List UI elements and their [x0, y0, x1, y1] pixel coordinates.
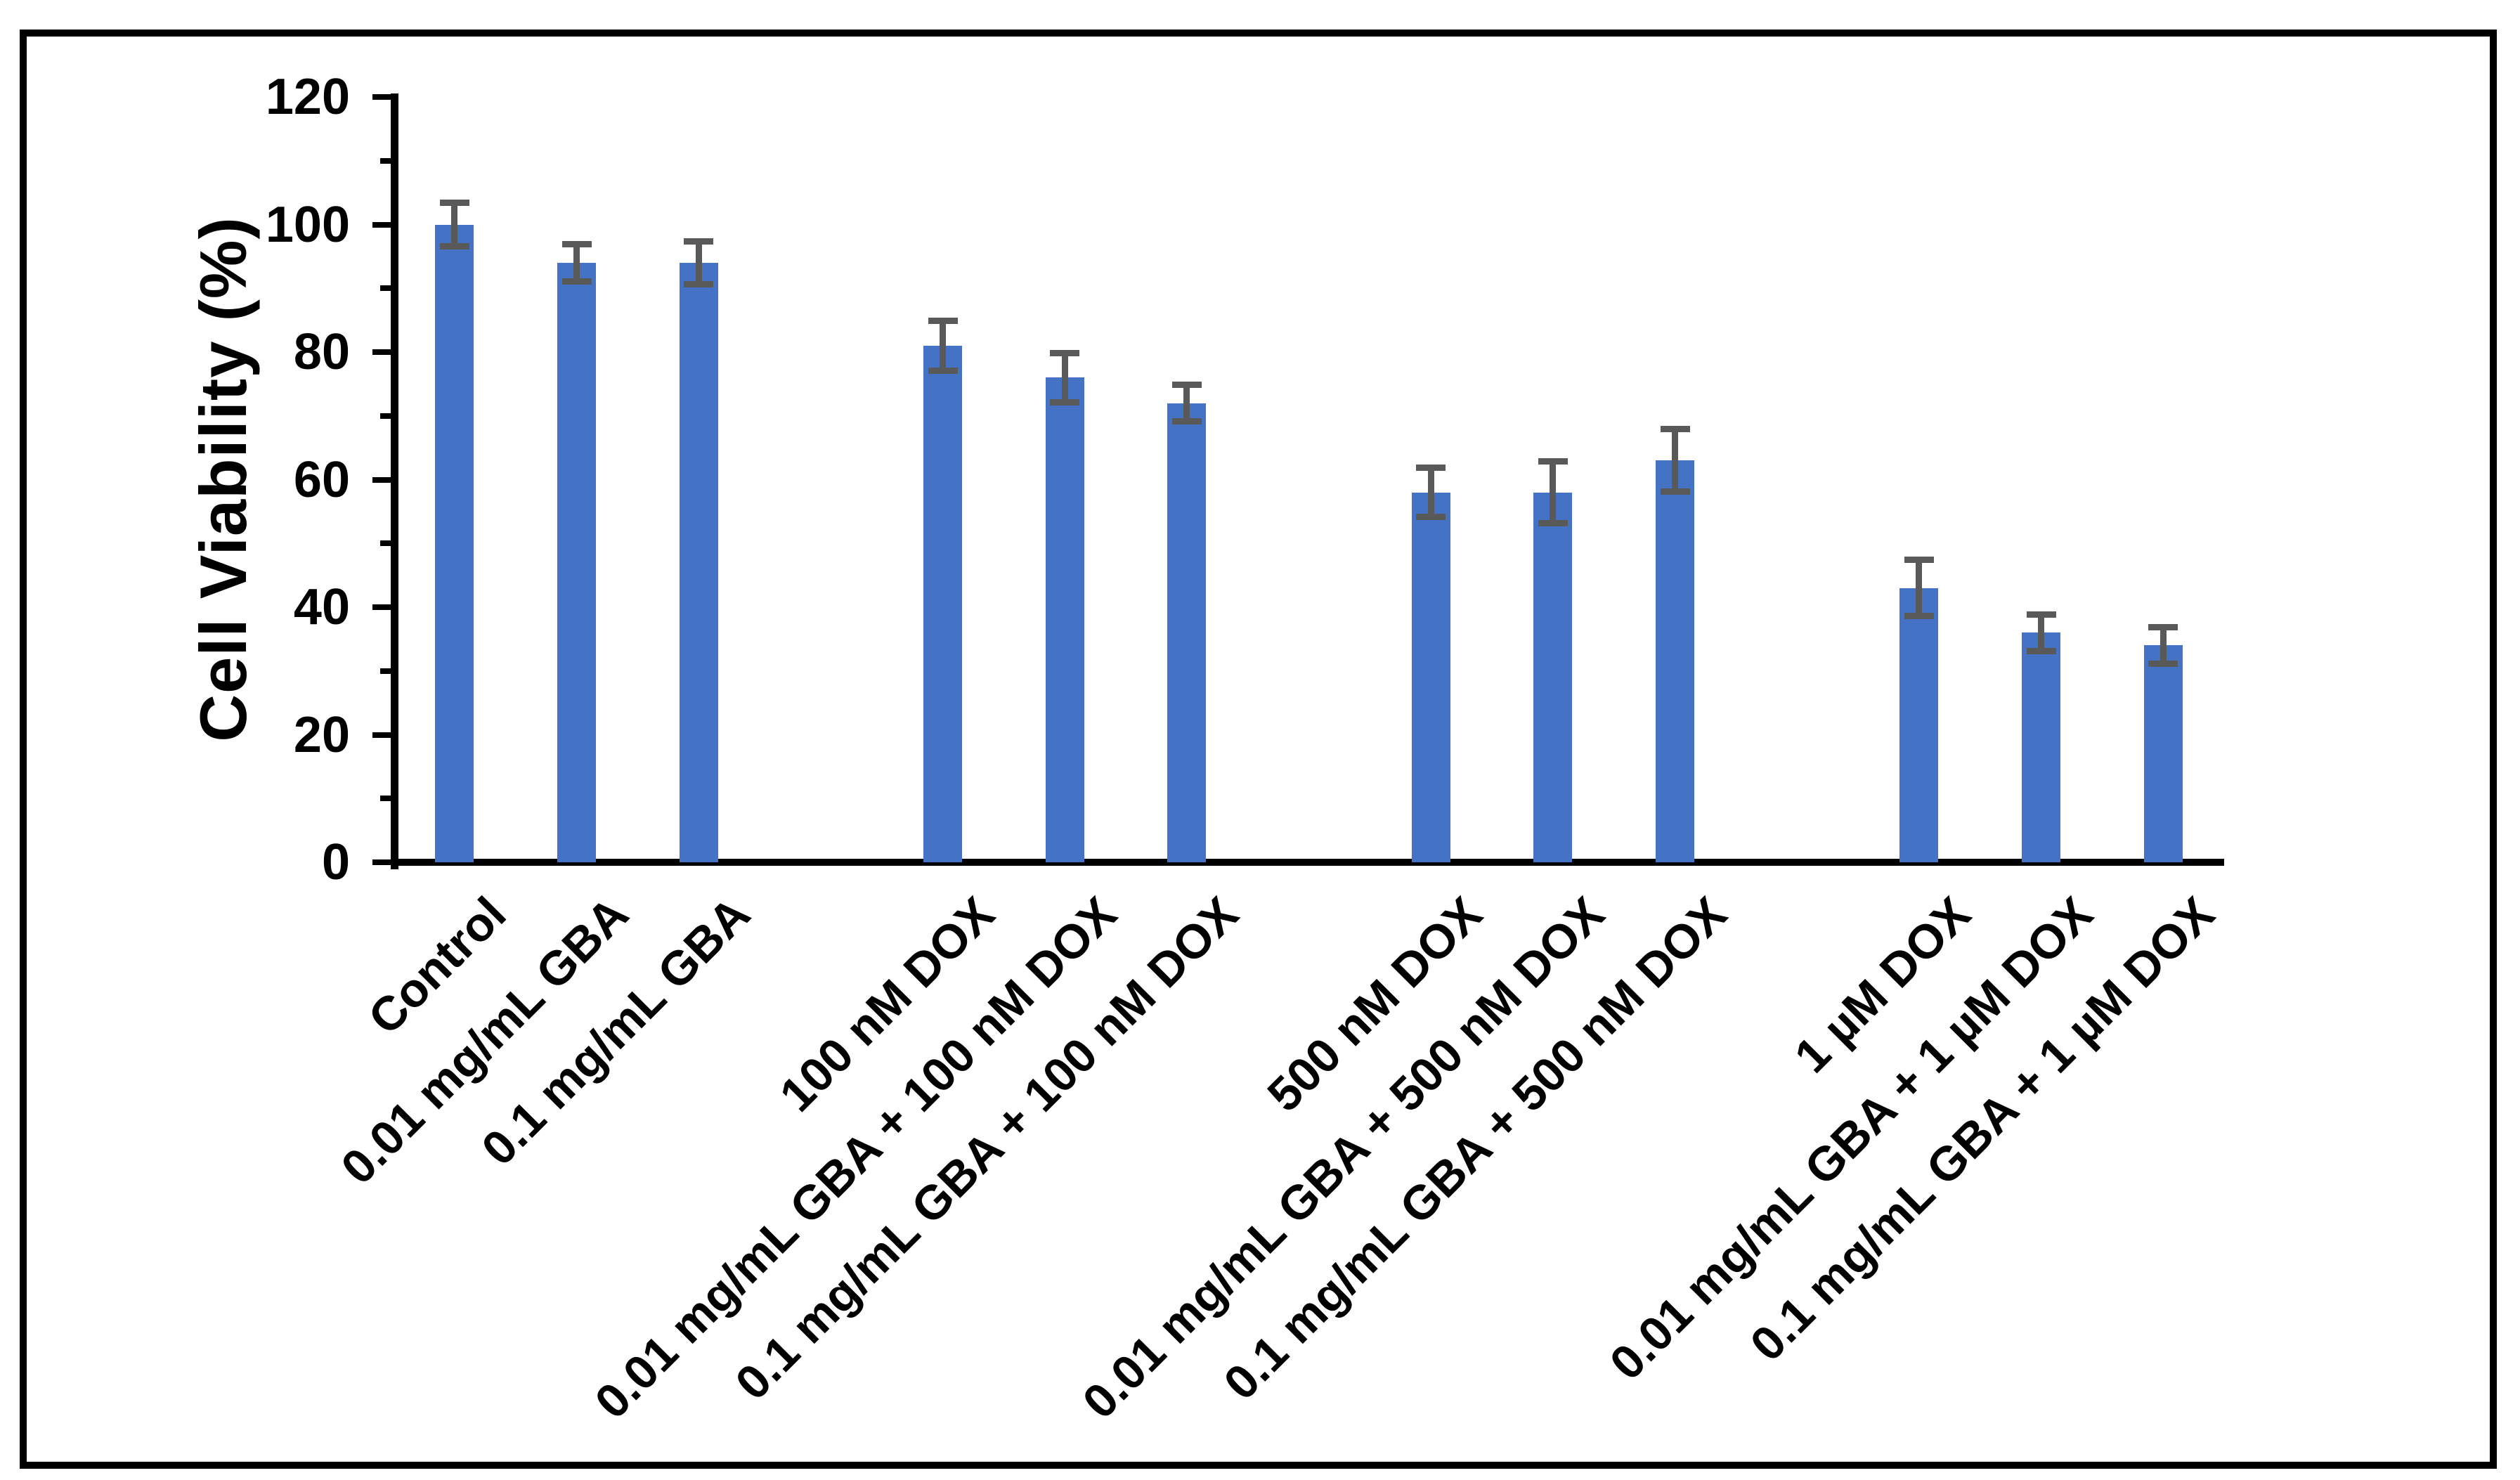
error-bar-cap-bottom [1904, 613, 1934, 620]
bar [679, 262, 718, 862]
error-bar-cap-top [1171, 381, 1202, 388]
bar [923, 345, 962, 862]
y-major-tick [372, 859, 394, 865]
y-tick-label: 60 [293, 451, 350, 508]
y-tick-label: 40 [293, 579, 350, 635]
error-bar-cap-bottom [439, 242, 469, 249]
error-bar-line [1916, 562, 1923, 614]
x-category-label: 100 nM DOX [769, 887, 1005, 1122]
error-bar-cap-bottom [2026, 647, 2056, 654]
error-bar-cap-bottom [1660, 488, 1690, 495]
error-bar-cap-bottom [2148, 661, 2178, 668]
y-major-tick [372, 221, 394, 228]
bar [557, 262, 596, 862]
error-bar-cap-top [561, 241, 592, 248]
error-bar-cap-top [1660, 426, 1690, 433]
error-bar-cap-top [1538, 457, 1568, 465]
error-bar-line [1672, 431, 1679, 490]
error-bar-cap-top [1050, 349, 1080, 356]
error-bar-line [1061, 355, 1068, 401]
figure-border [20, 30, 2497, 1469]
bar [1045, 377, 1084, 862]
y-tick-label: 120 [265, 69, 350, 125]
error-bar-line [940, 323, 946, 368]
y-major-tick [372, 349, 394, 355]
error-bar-cap-bottom [1538, 520, 1568, 527]
y-tick-label: 100 [265, 196, 350, 253]
bar [1656, 460, 1695, 862]
error-bar-line [695, 243, 702, 283]
x-category-label: 500 nM DOX [1257, 887, 1493, 1122]
bar [1167, 403, 1207, 862]
y-minor-tick [380, 157, 394, 164]
y-major-tick [372, 476, 394, 483]
y-minor-tick [380, 413, 394, 419]
error-bar-cap-bottom [1171, 418, 1202, 425]
error-bar-line [2038, 616, 2045, 649]
error-bar-cap-top [2148, 623, 2178, 630]
error-bar-cap-bottom [684, 281, 714, 288]
error-bar-cap-top [1904, 557, 1934, 564]
error-bar-line [573, 247, 580, 279]
bar [1899, 588, 1939, 862]
bar [1533, 492, 1573, 862]
y-minor-tick [380, 668, 394, 674]
y-tick-label: 0 [321, 834, 350, 890]
error-bar-cap-top [2026, 611, 2056, 618]
error-bar-cap-bottom [1416, 514, 1446, 521]
y-tick-label: 20 [293, 706, 350, 763]
y-minor-tick [380, 796, 394, 802]
y-axis-title: Cell Viability (%) [186, 216, 260, 742]
error-bar-cap-bottom [1050, 399, 1080, 406]
error-bar-line [451, 205, 458, 244]
bar [1411, 492, 1450, 862]
bar [2143, 645, 2183, 862]
bar [2022, 632, 2061, 862]
error-bar-cap-bottom [928, 367, 958, 374]
error-bar-cap-bottom [561, 278, 592, 285]
y-major-tick [372, 732, 394, 738]
error-bar-line [1183, 387, 1190, 420]
y-major-tick [372, 604, 394, 610]
y-major-tick [372, 94, 394, 100]
y-minor-tick [380, 540, 394, 547]
error-bar-line [1427, 469, 1434, 515]
error-bar-cap-top [684, 238, 714, 245]
error-bar-cap-top [1416, 464, 1446, 471]
y-minor-tick [380, 285, 394, 292]
y-axis-line [391, 93, 398, 869]
error-bar-line [2159, 629, 2167, 662]
y-tick-label: 80 [293, 324, 350, 380]
error-bar-cap-top [439, 200, 469, 207]
x-category-label: 0.1 mg/mL GBA + 1 µM DOX [1740, 887, 2225, 1372]
error-bar-line [1550, 463, 1557, 521]
error-bar-cap-top [928, 318, 958, 325]
bar [435, 224, 474, 862]
x-axis-line [391, 859, 2224, 866]
